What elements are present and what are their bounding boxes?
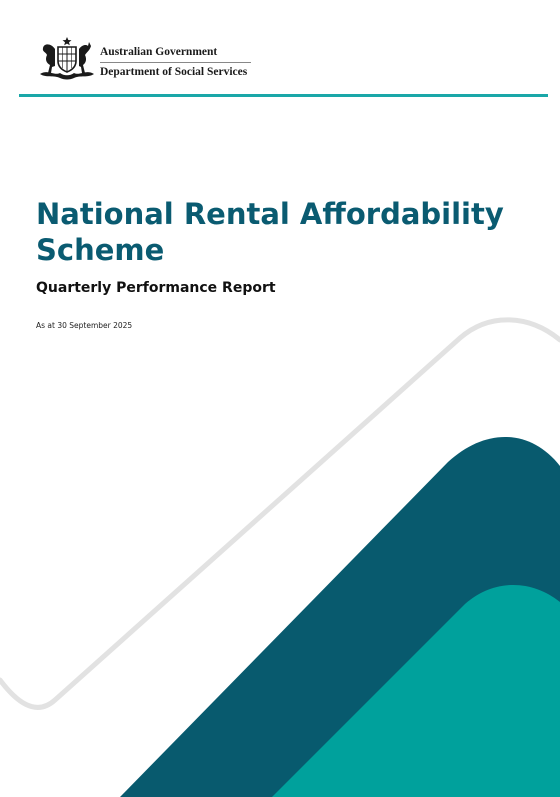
government-wordmark: Australian Government Department of Soci… [100, 46, 290, 79]
report-subtitle: Quarterly Performance Report [36, 280, 276, 296]
wordmark-divider [100, 62, 251, 63]
outline-swoosh [0, 317, 560, 710]
report-title: National Rental Affordability Scheme [36, 197, 504, 267]
light-teal-band [272, 584, 560, 797]
government-name: Australian Government [100, 46, 218, 58]
commonwealth-coat-of-arms-icon [40, 37, 94, 80]
department-name: Department of Social Services [100, 66, 248, 78]
header-divider [19, 94, 548, 97]
report-date: As at 30 September 2025 [36, 321, 133, 330]
